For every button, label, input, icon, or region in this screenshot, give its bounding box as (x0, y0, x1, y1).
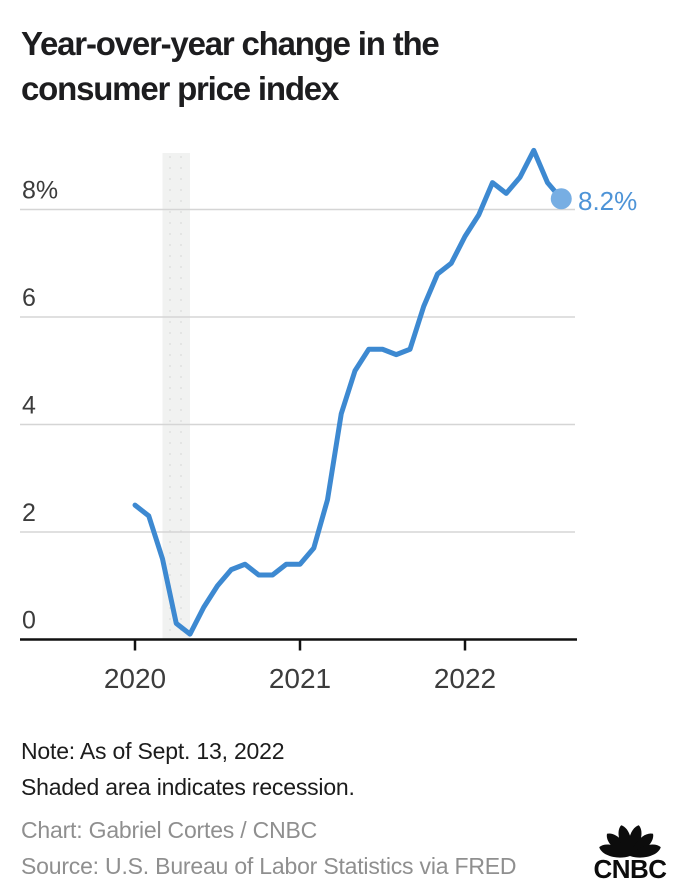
chart-title-line-2: consumer price index (21, 70, 339, 107)
footer-notes: Note: As of Sept. 13, 2022 Shaded area i… (21, 733, 581, 884)
note-line-1: Note: As of Sept. 13, 2022 (21, 738, 285, 764)
x-tick-label-2021: 2021 (269, 663, 331, 694)
chart-credit: Chart: Gabriel Cortes / CNBC (21, 817, 318, 843)
y-tick-label-6: 6 (22, 284, 36, 312)
note-line-2: Shaded area indicates recession. (21, 774, 355, 800)
cpi-line (132, 147, 564, 637)
cnbc-logo: CNBC (593, 825, 668, 882)
x-tick-label-2022: 2022 (434, 663, 496, 694)
y-tick-label-8: 8% (22, 177, 58, 205)
peacock-icon (599, 825, 661, 858)
x-tick-label-2020: 2020 (104, 663, 166, 694)
chart-title-line-1: Year-over-year change in the (21, 25, 440, 62)
end-point-dot (550, 188, 572, 210)
y-tick-label-2: 2 (22, 499, 36, 527)
end-point-label: 8.2% (578, 186, 637, 216)
credit-block: Chart: Gabriel Cortes / CNBC Source: U.S… (21, 812, 581, 884)
y-tick-label-0: 0 (22, 607, 36, 635)
recession-band-texture (162, 153, 190, 640)
chart-area: 0 2 4 6 8% 2020 2021 2022 8.2% (0, 130, 676, 700)
chart-title: Year-over-year change in the consumer pr… (21, 21, 581, 111)
cnbc-wordmark: CNBC (593, 854, 667, 882)
y-tick-label-4: 4 (22, 392, 36, 420)
cpi-line-chart: 0 2 4 6 8% 2020 2021 2022 8.2% (20, 147, 637, 694)
data-source: Source: U.S. Bureau of Labor Statistics … (21, 853, 517, 879)
